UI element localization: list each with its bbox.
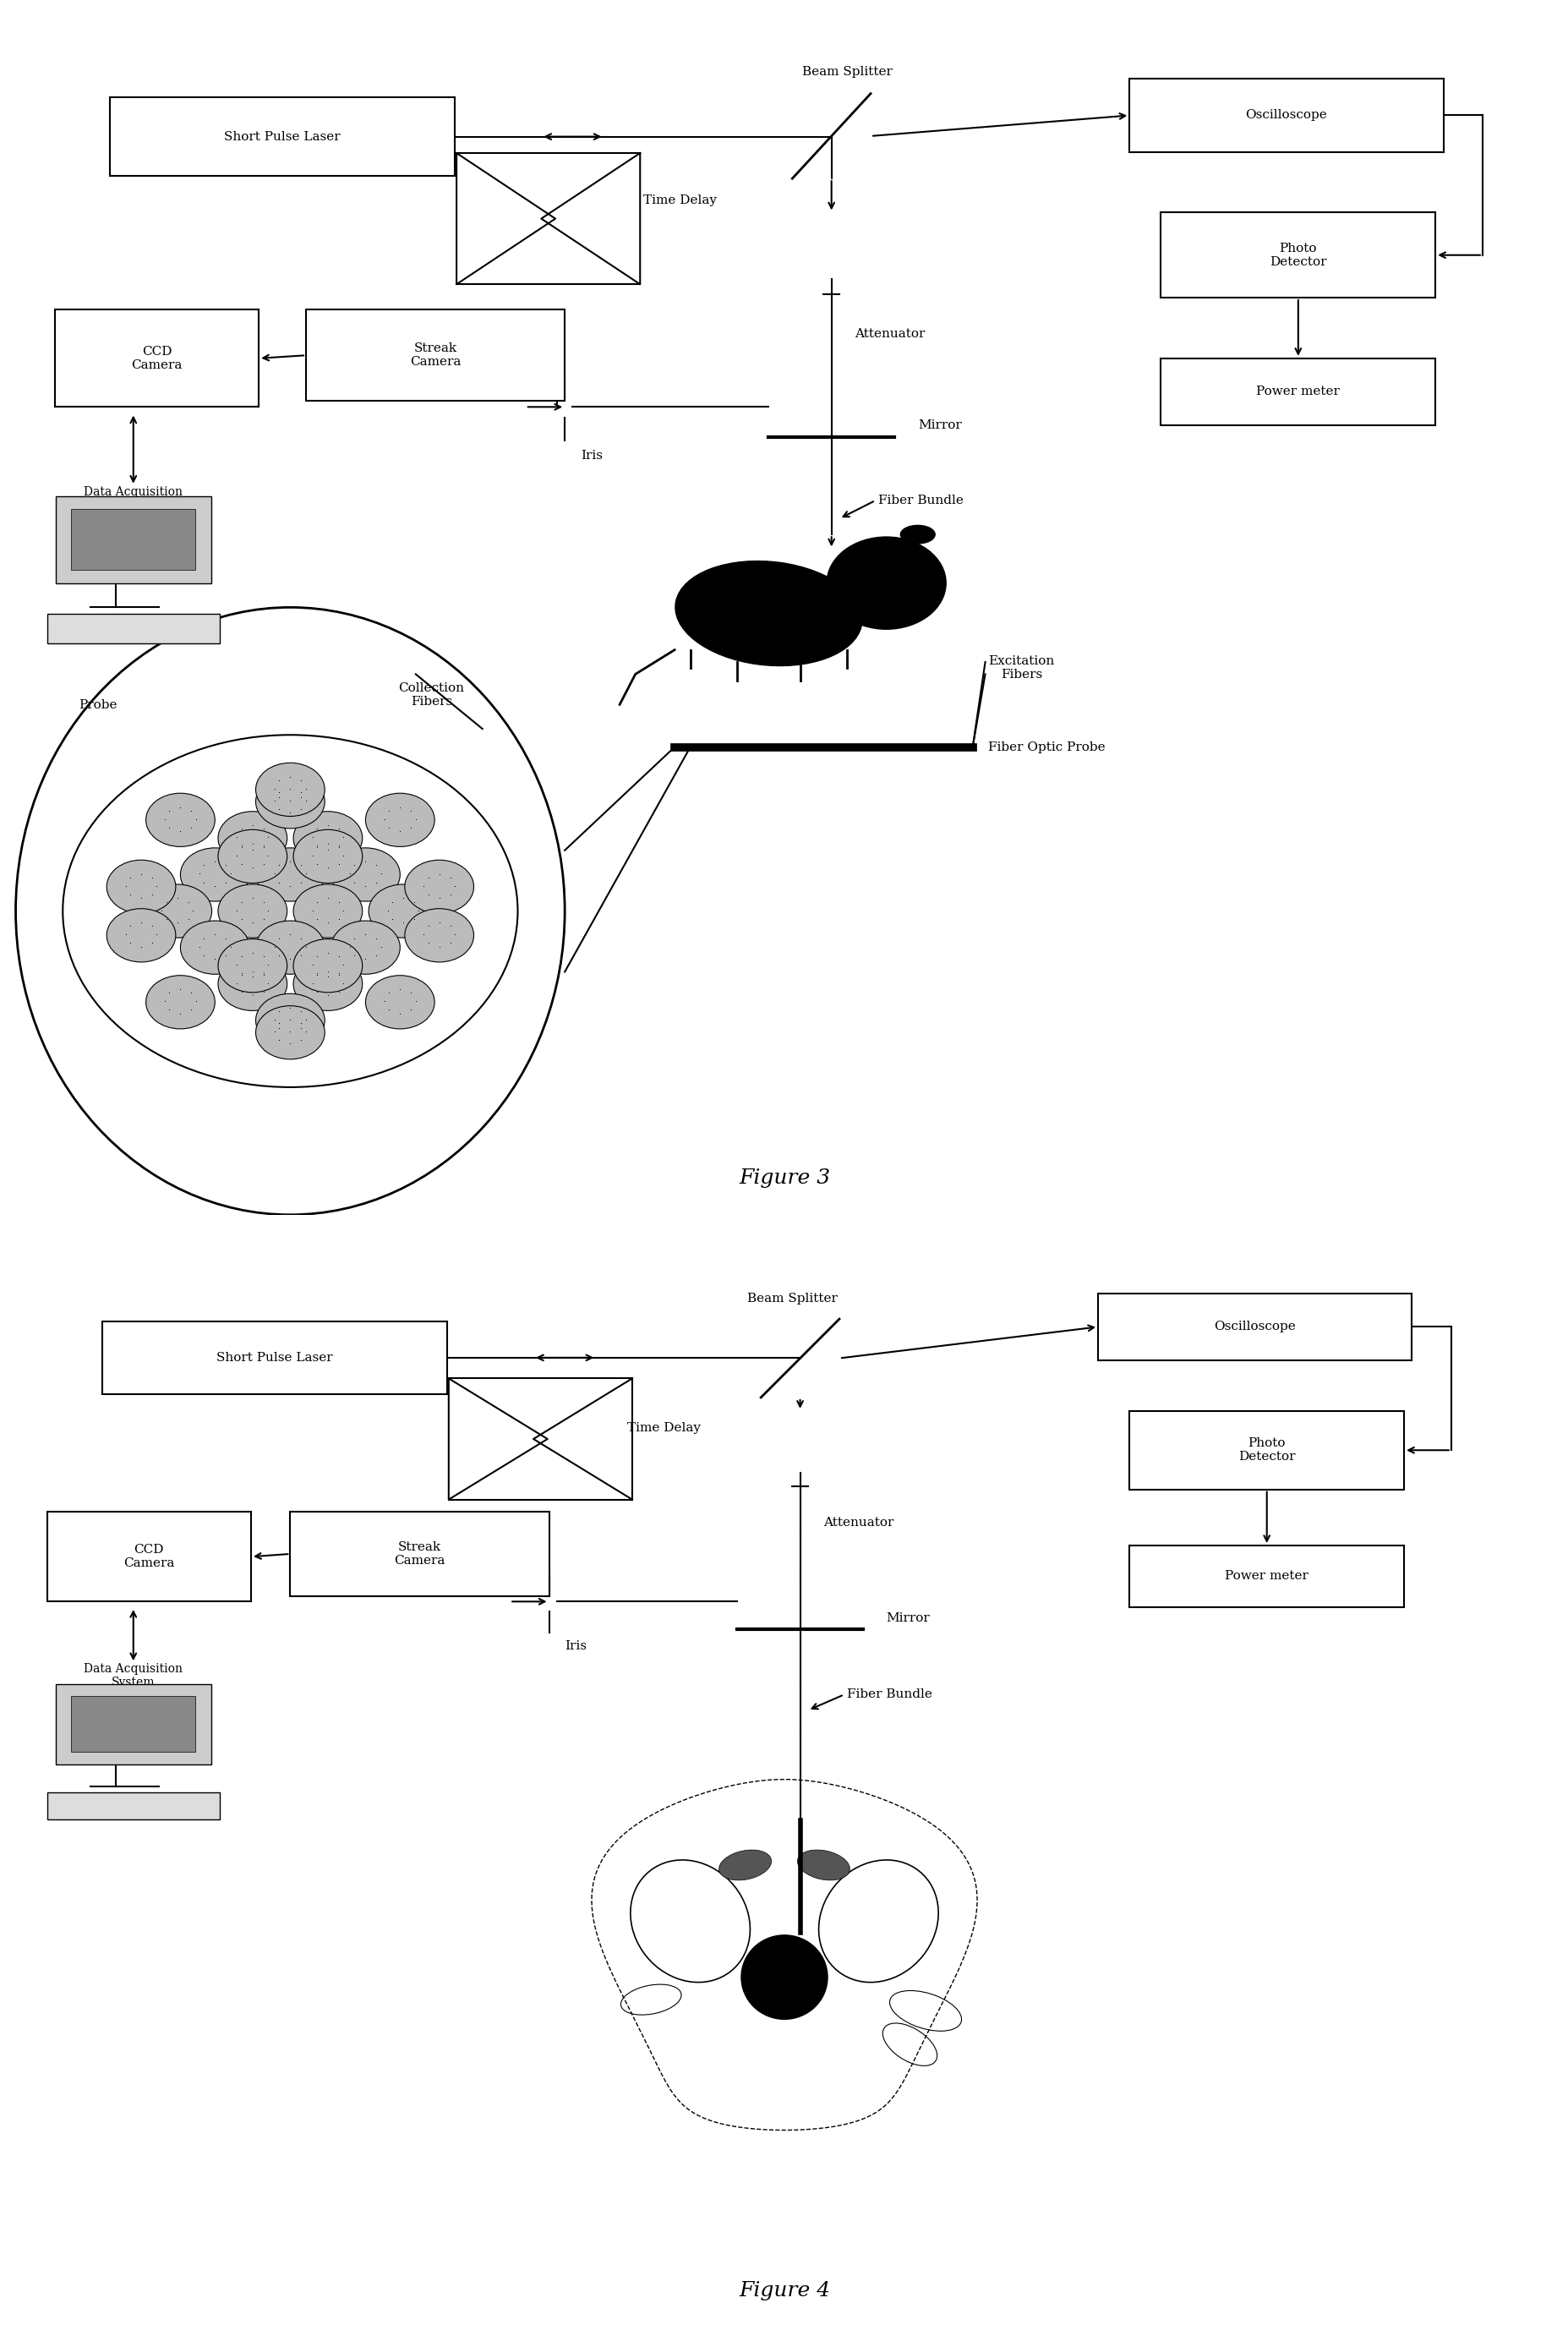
Text: Iris: Iris bbox=[580, 449, 602, 463]
Circle shape bbox=[256, 993, 325, 1047]
Bar bbox=[71, 509, 196, 570]
Bar bbox=[55, 311, 259, 406]
Bar bbox=[1129, 79, 1443, 152]
Circle shape bbox=[107, 860, 176, 913]
Text: Fiber Optic Probe: Fiber Optic Probe bbox=[988, 741, 1105, 752]
Circle shape bbox=[218, 829, 287, 883]
Text: Attenuator: Attenuator bbox=[855, 327, 925, 341]
Bar bbox=[1160, 357, 1435, 425]
Text: Beam Splitter: Beam Splitter bbox=[801, 65, 892, 77]
Bar bbox=[56, 1684, 212, 1764]
Circle shape bbox=[256, 848, 325, 902]
Text: Time Delay: Time Delay bbox=[627, 1423, 701, 1434]
Text: Figure 3: Figure 3 bbox=[739, 1168, 829, 1189]
Text: Fiber Bundle: Fiber Bundle bbox=[847, 1689, 931, 1701]
Circle shape bbox=[146, 976, 215, 1028]
Circle shape bbox=[293, 885, 362, 937]
Text: Streak
Camera: Streak Camera bbox=[409, 343, 461, 369]
Text: Mirror: Mirror bbox=[886, 1612, 930, 1624]
Circle shape bbox=[256, 920, 325, 974]
Circle shape bbox=[143, 885, 212, 937]
Circle shape bbox=[293, 958, 362, 1011]
Ellipse shape bbox=[718, 1850, 771, 1880]
Text: Iris: Iris bbox=[564, 1640, 586, 1652]
Circle shape bbox=[256, 1007, 325, 1058]
Text: Streak
Camera: Streak Camera bbox=[394, 1542, 445, 1567]
Bar bbox=[1129, 1546, 1403, 1607]
Text: CCD
Camera: CCD Camera bbox=[132, 346, 182, 371]
Ellipse shape bbox=[900, 526, 935, 544]
Text: Data Acquisition
System: Data Acquisition System bbox=[83, 1663, 183, 1689]
Bar bbox=[102, 1322, 447, 1395]
Circle shape bbox=[331, 848, 400, 902]
Circle shape bbox=[293, 939, 362, 993]
Bar bbox=[1160, 213, 1435, 297]
Circle shape bbox=[368, 885, 437, 937]
Bar bbox=[71, 1696, 196, 1752]
Text: Collection
Fibers: Collection Fibers bbox=[398, 682, 464, 708]
Text: Mirror: Mirror bbox=[917, 418, 961, 432]
Text: Attenuator: Attenuator bbox=[823, 1516, 894, 1530]
Bar bbox=[47, 614, 220, 642]
Circle shape bbox=[180, 920, 249, 974]
Text: Oscilloscope: Oscilloscope bbox=[1214, 1320, 1295, 1334]
Circle shape bbox=[405, 909, 474, 962]
Text: Photo
Detector: Photo Detector bbox=[1269, 243, 1327, 269]
Text: Fiber Bundle: Fiber Bundle bbox=[878, 495, 963, 507]
Text: Excitation
Fibers: Excitation Fibers bbox=[988, 656, 1054, 680]
Circle shape bbox=[365, 794, 434, 846]
Circle shape bbox=[293, 829, 362, 883]
Circle shape bbox=[826, 537, 946, 628]
Bar bbox=[110, 98, 455, 175]
Circle shape bbox=[218, 958, 287, 1011]
Text: Probe: Probe bbox=[78, 698, 118, 710]
Ellipse shape bbox=[797, 1850, 850, 1880]
Text: Oscilloscope: Oscilloscope bbox=[1245, 110, 1327, 121]
Ellipse shape bbox=[674, 561, 862, 666]
Circle shape bbox=[365, 976, 434, 1028]
Text: Beam Splitter: Beam Splitter bbox=[746, 1292, 837, 1303]
Circle shape bbox=[218, 939, 287, 993]
Circle shape bbox=[218, 885, 287, 937]
Circle shape bbox=[218, 811, 287, 864]
Circle shape bbox=[293, 811, 362, 864]
Bar bbox=[1129, 1411, 1403, 1490]
Text: CCD
Camera: CCD Camera bbox=[124, 1544, 174, 1570]
Bar bbox=[47, 1792, 220, 1820]
Circle shape bbox=[405, 860, 474, 913]
Bar bbox=[56, 495, 212, 584]
Circle shape bbox=[256, 764, 325, 815]
Circle shape bbox=[331, 920, 400, 974]
Circle shape bbox=[180, 848, 249, 902]
Circle shape bbox=[107, 909, 176, 962]
Circle shape bbox=[146, 794, 215, 846]
Text: Photo
Detector: Photo Detector bbox=[1237, 1437, 1295, 1462]
Text: Short Pulse Laser: Short Pulse Laser bbox=[216, 1353, 332, 1364]
Bar bbox=[47, 1511, 251, 1602]
Bar bbox=[1098, 1294, 1411, 1360]
Bar bbox=[290, 1511, 549, 1595]
Bar bbox=[306, 311, 564, 402]
Circle shape bbox=[256, 776, 325, 829]
Text: Time Delay: Time Delay bbox=[643, 194, 717, 206]
Ellipse shape bbox=[742, 1934, 828, 2018]
Text: Power meter: Power meter bbox=[1225, 1570, 1308, 1581]
Text: Data Acquisition
System: Data Acquisition System bbox=[83, 486, 183, 512]
Text: Figure 4: Figure 4 bbox=[739, 2282, 829, 2301]
Text: Power meter: Power meter bbox=[1256, 385, 1339, 397]
Text: Short Pulse Laser: Short Pulse Laser bbox=[224, 131, 340, 142]
